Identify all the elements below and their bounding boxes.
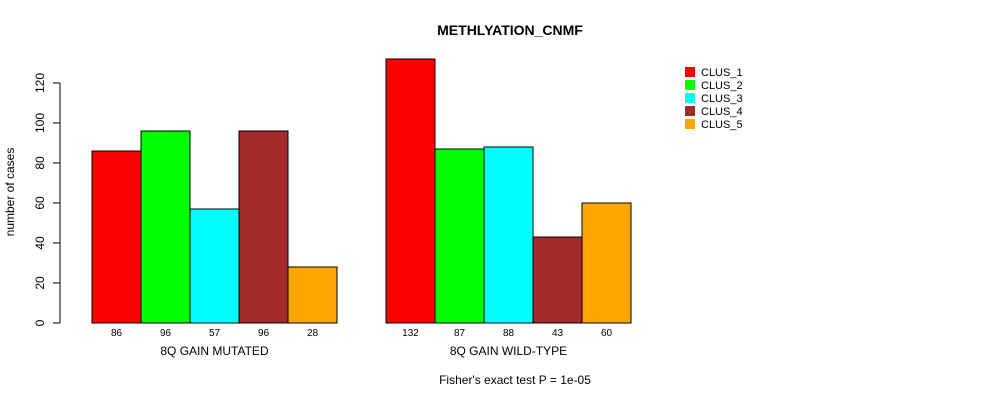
bar-value-label: 96 — [258, 328, 270, 339]
y-tick-label: 40 — [33, 236, 47, 250]
bar — [385, 58, 436, 324]
y-tick-label: 60 — [33, 196, 47, 210]
chart-title: METHLYATION_CNMF — [437, 22, 583, 38]
legend-label: CLUS_3 — [701, 93, 743, 105]
legend-label: CLUS_4 — [701, 106, 743, 118]
bar-value-label: 87 — [454, 328, 466, 339]
fisher-test-note: Fisher's exact test P = 1e-05 — [439, 373, 591, 387]
bar-value-label: 96 — [160, 328, 172, 339]
bar — [238, 130, 289, 324]
legend-label: CLUS_5 — [701, 119, 743, 131]
y-tick-label: 0 — [33, 319, 47, 326]
bar-value-label: 57 — [209, 328, 221, 339]
bar — [483, 146, 534, 324]
y-axis: 0 20 40 60 80 100 120 — [33, 73, 61, 326]
y-tick-label: 120 — [33, 73, 47, 93]
y-axis-label: number of cases — [3, 148, 17, 237]
value-labels: 86 96 57 96 28 132 87 88 43 60 — [111, 328, 613, 339]
legend-label: CLUS_2 — [701, 80, 743, 92]
legend-label: CLUS_1 — [701, 67, 743, 79]
bar — [287, 266, 338, 324]
legend-swatch — [685, 80, 695, 90]
bar — [434, 148, 485, 324]
category-label: 8Q GAIN WILD-TYPE — [450, 344, 567, 358]
bar-value-label: 132 — [402, 328, 419, 339]
bar — [581, 202, 632, 324]
legend-swatch — [685, 119, 695, 129]
bar — [140, 130, 191, 324]
y-tick-label: 100 — [33, 113, 47, 133]
legend-swatch — [685, 93, 695, 103]
bar — [91, 150, 142, 324]
bar — [532, 236, 583, 324]
legend-swatch — [685, 67, 695, 77]
bar-value-label: 88 — [503, 328, 515, 339]
category-labels: 8Q GAIN MUTATED 8Q GAIN WILD-TYPE — [160, 344, 567, 358]
category-label: 8Q GAIN MUTATED — [160, 344, 269, 358]
bar-value-label: 43 — [552, 328, 564, 339]
bar — [189, 208, 240, 324]
bars — [91, 58, 632, 324]
legend-swatch — [685, 106, 695, 116]
bar-value-label: 60 — [601, 328, 613, 339]
bar-value-label: 28 — [307, 328, 319, 339]
y-tick-label: 80 — [33, 156, 47, 170]
bar-value-label: 86 — [111, 328, 123, 339]
y-tick-label: 20 — [33, 276, 47, 290]
